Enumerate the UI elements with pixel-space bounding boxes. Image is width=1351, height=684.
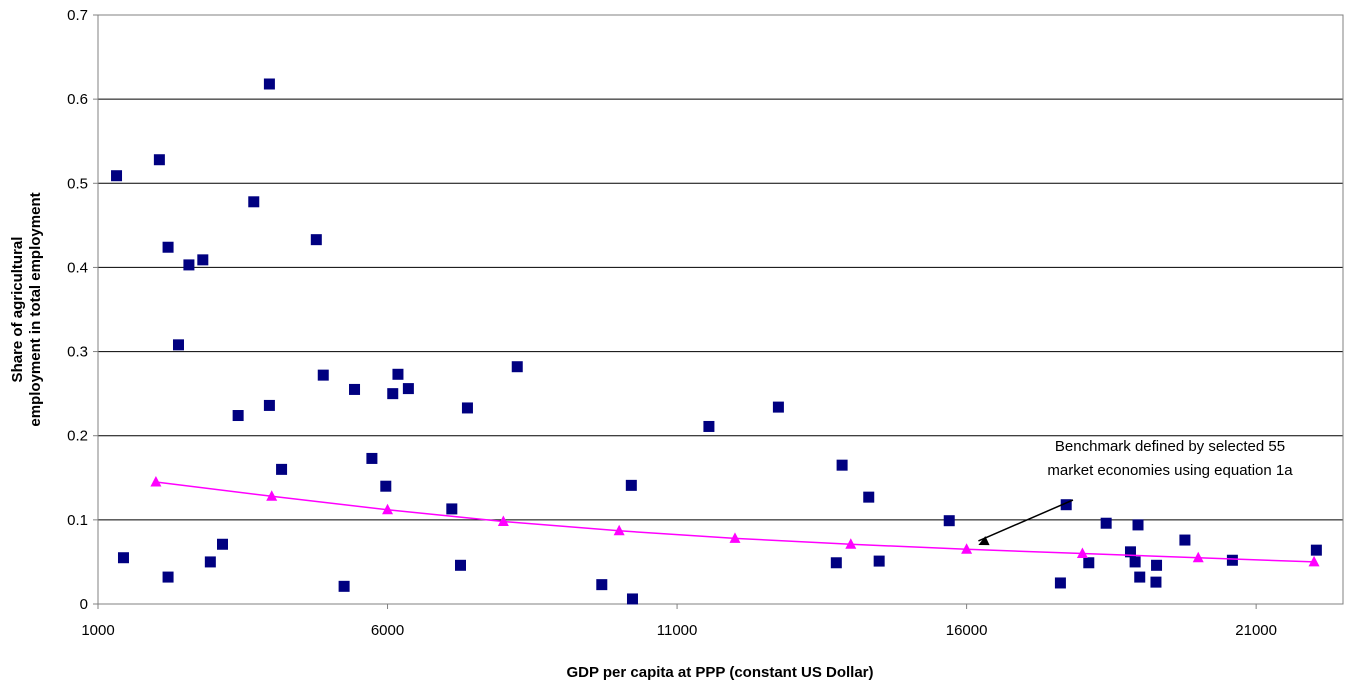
x-tick-label: 21000 — [1235, 622, 1277, 639]
data-point — [204, 556, 216, 568]
data-point — [446, 503, 458, 515]
data-point — [217, 538, 228, 550]
data-point — [454, 559, 466, 571]
x-tick-label: 6000 — [371, 622, 404, 639]
data-point — [387, 388, 399, 400]
benchmark-point — [961, 543, 973, 554]
benchmark-point — [1308, 555, 1320, 567]
y-axis-tick-labels: 0 0.1 0.2 0.3 0.4 0.5 0.6 0.7 — [67, 7, 98, 613]
data-point — [276, 463, 288, 475]
data-point — [117, 552, 129, 564]
benchmark-point — [382, 503, 394, 515]
data-point — [366, 452, 378, 464]
data-point — [1310, 544, 1322, 556]
data-point — [162, 571, 174, 583]
benchmark-point — [729, 532, 741, 543]
benchmark-point — [266, 490, 278, 501]
data-point — [1132, 519, 1144, 531]
data-point — [1226, 554, 1238, 566]
x-tick-label: 16000 — [946, 622, 988, 639]
data-point — [461, 402, 473, 414]
data-point — [197, 254, 209, 266]
data-point — [1124, 546, 1136, 558]
data-point — [836, 459, 848, 471]
benchmark-point — [613, 524, 625, 536]
benchmark-point — [1076, 547, 1088, 559]
benchmark-annotation: Benchmark defined by selected 55 market e… — [978, 438, 1293, 546]
data-point — [153, 154, 165, 166]
data-point — [626, 593, 638, 605]
data-point — [1083, 557, 1095, 569]
y-axis-title: Share of agricultural employment in tota… — [9, 192, 44, 426]
data-point — [863, 491, 875, 503]
y-tick-label: 0.3 — [67, 344, 88, 361]
data-point — [830, 557, 842, 569]
x-axis-tick-labels: 1000 6000 11000 16000 21000 — [81, 604, 1277, 639]
data-point — [1179, 534, 1191, 546]
data-point — [380, 480, 392, 492]
data-point — [1060, 499, 1072, 511]
data-point — [596, 579, 608, 591]
data-point — [232, 410, 244, 422]
data-point — [263, 399, 275, 411]
data-point — [183, 259, 195, 271]
data-point — [703, 420, 715, 432]
benchmark-point — [845, 538, 857, 549]
data-point — [511, 361, 523, 373]
data-point — [1054, 577, 1066, 589]
benchmark-series — [150, 475, 1320, 567]
data-point — [873, 555, 885, 567]
data-point — [1129, 556, 1141, 568]
data-point — [310, 234, 322, 246]
data-point — [349, 383, 361, 395]
y-tick-label: 0.1 — [67, 512, 88, 529]
annotation-line: market economies using equation 1a — [1047, 462, 1293, 479]
benchmark-point — [497, 515, 509, 527]
data-point — [625, 479, 637, 491]
data-point — [248, 196, 260, 208]
y-tick-label: 0.5 — [67, 175, 88, 192]
data-point — [402, 383, 414, 395]
data-point — [1100, 517, 1112, 529]
y-tick-label: 0.6 — [67, 91, 88, 108]
data-point — [1134, 571, 1146, 583]
data-point — [772, 401, 784, 413]
data-point — [111, 170, 123, 182]
data-point — [1151, 559, 1163, 571]
data-point — [943, 515, 955, 527]
benchmark-point — [150, 475, 162, 487]
y-tick-label: 0.7 — [67, 7, 88, 24]
y-axis-title-line-2: employment in total employment — [27, 192, 44, 426]
benchmark-point — [1192, 551, 1204, 563]
plot-area — [97, 14, 1344, 605]
data-point — [1150, 576, 1162, 588]
x-axis-title: GDP per capita at PPP (constant US Dolla… — [566, 664, 873, 681]
y-tick-label: 0 — [80, 596, 88, 613]
data-point — [338, 580, 350, 592]
annotation-arrow — [978, 499, 1074, 542]
data-point — [263, 78, 275, 90]
data-point — [172, 339, 184, 351]
data-point — [317, 369, 329, 381]
x-tick-label: 1000 — [81, 622, 114, 639]
data-marks — [111, 78, 1322, 605]
scatter-series — [111, 78, 1322, 605]
data-point — [162, 241, 174, 253]
y-tick-label: 0.2 — [67, 428, 88, 445]
y-tick-label: 0.4 — [67, 259, 88, 276]
annotation-line: Benchmark defined by selected 55 — [1055, 438, 1285, 455]
x-tick-label: 11000 — [657, 622, 698, 639]
y-axis-title-line-1: Share of agricultural — [9, 237, 26, 383]
data-point — [392, 368, 404, 380]
annotation-arrowhead — [978, 536, 990, 546]
